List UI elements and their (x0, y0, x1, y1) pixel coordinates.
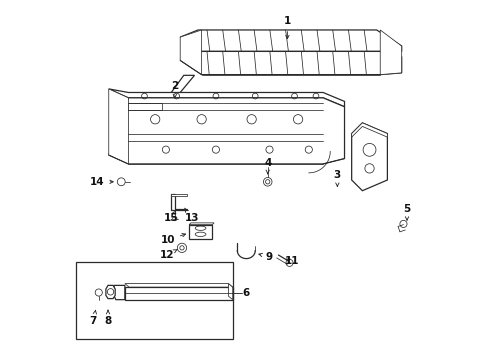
Polygon shape (124, 284, 232, 287)
Polygon shape (351, 123, 386, 137)
Polygon shape (228, 284, 232, 300)
Text: 1: 1 (283, 16, 290, 39)
Text: 6: 6 (242, 288, 249, 297)
Polygon shape (180, 30, 201, 75)
Polygon shape (149, 93, 171, 112)
Text: 8: 8 (104, 310, 111, 326)
Polygon shape (180, 30, 401, 51)
Text: 3: 3 (333, 170, 340, 186)
Text: 13: 13 (184, 208, 199, 223)
Polygon shape (189, 223, 214, 225)
Text: 2: 2 (171, 81, 178, 98)
Polygon shape (149, 75, 194, 103)
Polygon shape (351, 123, 386, 191)
Text: 11: 11 (284, 256, 298, 266)
Polygon shape (171, 194, 187, 196)
Text: 10: 10 (160, 234, 185, 245)
Text: 7: 7 (89, 310, 97, 326)
Polygon shape (124, 287, 232, 300)
Polygon shape (106, 285, 115, 298)
Polygon shape (380, 30, 401, 75)
Text: 4: 4 (264, 158, 271, 174)
Text: 15: 15 (163, 211, 178, 223)
Polygon shape (128, 103, 162, 111)
Bar (76, 262, 233, 339)
Polygon shape (108, 89, 128, 164)
Polygon shape (171, 194, 187, 210)
Text: 12: 12 (160, 249, 177, 260)
Polygon shape (108, 98, 344, 164)
Polygon shape (108, 89, 344, 107)
Text: 9: 9 (258, 252, 272, 262)
Text: 14: 14 (90, 177, 113, 187)
Polygon shape (180, 51, 401, 75)
Text: 5: 5 (403, 203, 410, 220)
Polygon shape (189, 225, 212, 239)
Polygon shape (114, 285, 124, 300)
